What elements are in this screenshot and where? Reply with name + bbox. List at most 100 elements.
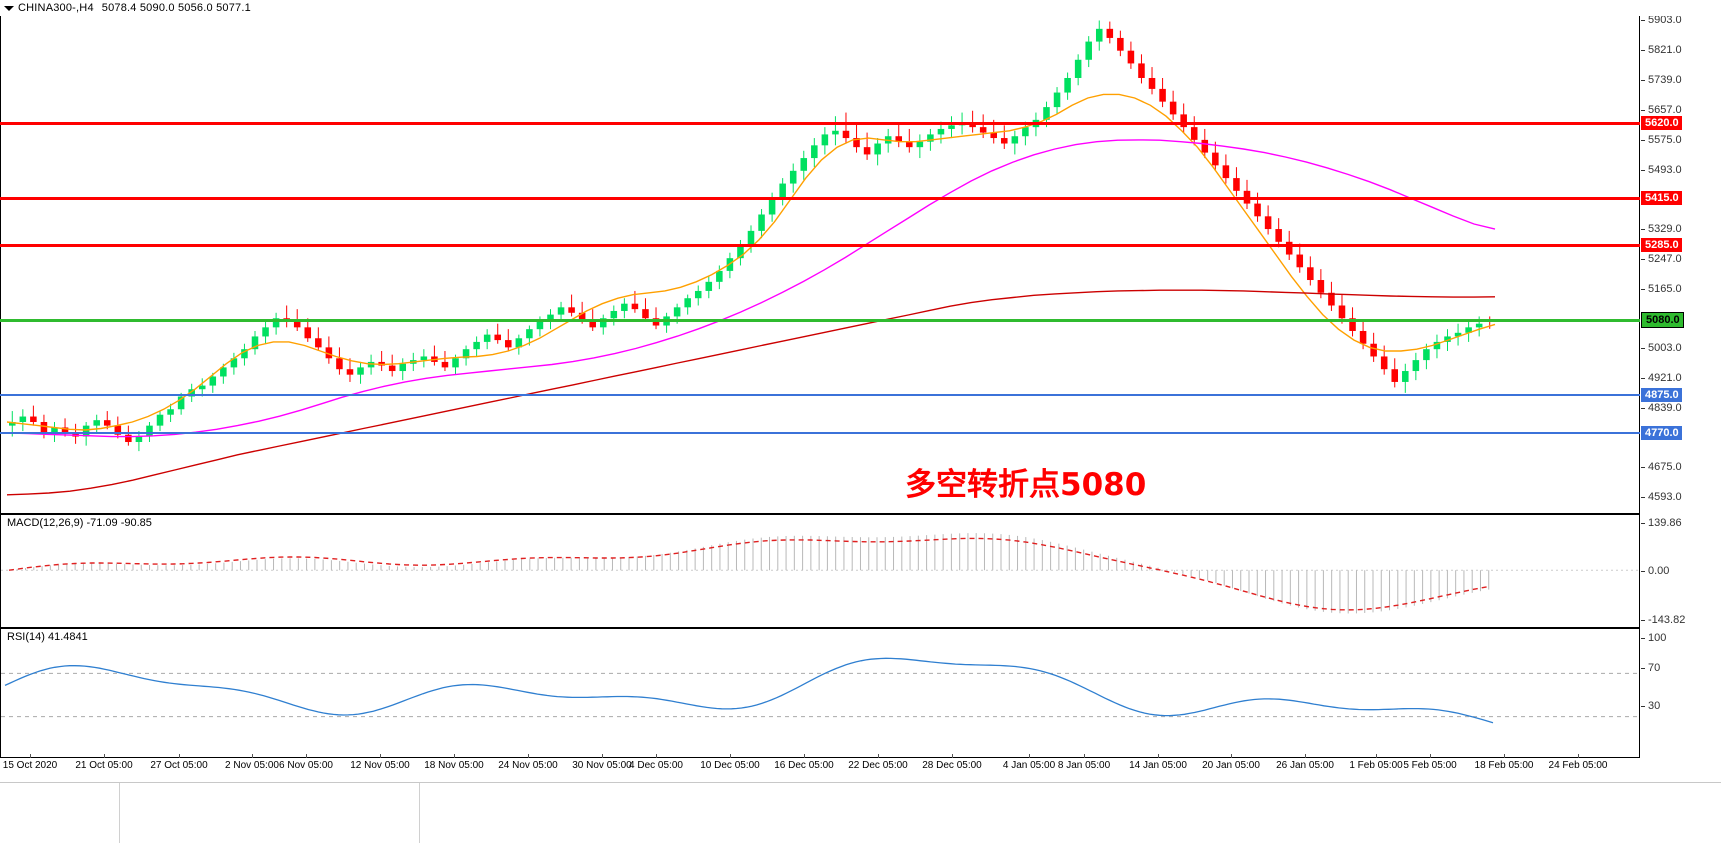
time-axis-label: 22 Dec 05:00	[848, 760, 908, 771]
toolbar-cell-1[interactable]	[0, 783, 120, 843]
price-axis-tick: 4675.0	[1640, 461, 1682, 473]
rsi-axis-tick: 30	[1640, 700, 1660, 712]
time-axis-label: 5 Feb 05:00	[1403, 760, 1457, 771]
time-axis-label: 15 Oct 2020	[2, 760, 58, 771]
time-axis-tick	[380, 754, 381, 758]
price-axis-tick: 5739.0	[1640, 74, 1682, 86]
price-axis-tick: 4839.0	[1640, 402, 1682, 414]
time-axis-label: 24 Feb 05:00	[1548, 760, 1608, 771]
time-axis-label: 28 Dec 05:00	[922, 760, 982, 771]
price-level-badge-green[interactable]: 5080.0	[1641, 312, 1684, 329]
time-axis-tick	[1158, 754, 1159, 758]
price-level-badge-red[interactable]: 5415.0	[1641, 191, 1682, 206]
macd-plot[interactable]	[1, 515, 1639, 627]
price-axis-tick: 5165.0	[1640, 283, 1682, 295]
macd-axis-tick: 0.00	[1640, 565, 1669, 577]
time-axis-tick	[1029, 754, 1030, 758]
price-level-badge-red[interactable]: 5285.0	[1641, 238, 1682, 253]
time-axis-tick	[252, 754, 253, 758]
price-plot[interactable]	[1, 7, 1639, 513]
price-axis-tick: 5003.0	[1640, 342, 1682, 354]
price-axis-tick: 5657.0	[1640, 104, 1682, 116]
time-axis-label: 18 Nov 05:00	[424, 760, 484, 771]
price-axis[interactable]: 5903.0 5821.0 5739.0 5657.0 5575.0 5493.0 5329…	[1640, 0, 1721, 843]
price-pane[interactable]	[0, 6, 1640, 514]
time-axis-label: 26 Jan 05:00	[1276, 760, 1334, 771]
pivot-annotation: 多空转折点5080	[905, 467, 1147, 503]
time-axis-label: 6 Nov 05:00	[279, 760, 333, 771]
rsi-series-svg	[1, 657, 1639, 724]
time-axis-tick	[952, 754, 953, 758]
price-level-badge-red[interactable]: 5620.0	[1641, 116, 1682, 131]
time-axis-tick	[528, 754, 529, 758]
reference-line-resistance[interactable]	[0, 122, 1640, 126]
time-axis-label: 20 Jan 05:00	[1202, 760, 1260, 771]
reference-line-support[interactable]	[0, 393, 1640, 396]
time-axis-tick	[454, 754, 455, 758]
time-axis-tick	[878, 754, 879, 758]
chart-header: CHINA300-,H4 5078.4 5090.0 5056.0 5077.1	[0, 0, 1721, 16]
price-axis-tick: 5329.0	[1640, 223, 1682, 235]
price-axis-tick: 5821.0	[1640, 44, 1682, 56]
rsi-axis-tick: 70	[1640, 662, 1660, 674]
time-axis-label: 2 Nov 05:00	[225, 760, 279, 771]
ohlc-label: 5078.4 5090.0 5056.0 5077.1	[101, 2, 251, 14]
symbol-label: CHINA300-,H4	[18, 2, 94, 14]
time-axis-tick	[104, 754, 105, 758]
time-axis-tick	[656, 754, 657, 758]
price-axis-tick: 5493.0	[1640, 164, 1682, 176]
rsi-plot[interactable]	[1, 629, 1639, 757]
time-axis-tick	[1376, 754, 1377, 758]
time-axis-label: 4 Jan 05:00	[1002, 760, 1056, 771]
reference-line-support[interactable]	[0, 431, 1640, 434]
macd-pane[interactable]: MACD(12,26,9) -71.09 -90.85	[0, 514, 1640, 628]
price-level-badge-blue[interactable]: 4875.0	[1641, 387, 1682, 402]
time-axis-tick	[602, 754, 603, 758]
macd-title: MACD(12,26,9) -71.09 -90.85	[5, 517, 154, 529]
rsi-title: RSI(14) 41.4841	[5, 631, 90, 643]
price-level-badge-blue[interactable]: 4770.0	[1641, 425, 1682, 440]
rsi-axis-tick: 100	[1640, 632, 1666, 644]
time-axis-label: 4 Dec 05:00	[629, 760, 683, 771]
macd-series-svg	[1, 533, 1639, 614]
toolbar-cell-3[interactable]	[420, 783, 1721, 843]
time-axis-tick	[1578, 754, 1579, 758]
time-axis-tick	[1231, 754, 1232, 758]
time-axis-label: 18 Feb 05:00	[1474, 760, 1534, 771]
reference-line-resistance[interactable]	[0, 244, 1640, 248]
macd-axis-tick: 139.86	[1640, 517, 1682, 529]
time-axis-label: 27 Oct 05:00	[150, 760, 208, 771]
time-axis-label: 1 Feb 05:00	[1349, 760, 1403, 771]
time-axis-label: 30 Nov 05:00	[572, 760, 632, 771]
price-axis-tick: 4921.0	[1640, 372, 1682, 384]
bottom-toolbar[interactable]	[0, 782, 1721, 843]
time-axis-tick	[179, 754, 180, 758]
time-axis-tick	[730, 754, 731, 758]
triangle-down-icon[interactable]	[4, 3, 14, 13]
time-axis: 15 Oct 2020 21 Oct 05:00 27 Oct 05:00 2 Nov…	[0, 754, 1640, 780]
reference-line-resistance[interactable]	[0, 197, 1640, 201]
macd-axis-tick: -143.82	[1640, 614, 1685, 626]
price-axis-tick: 5247.0	[1640, 253, 1682, 265]
time-axis-label: 10 Dec 05:00	[700, 760, 760, 771]
time-axis-label: 8 Jan 05:00	[1057, 760, 1111, 771]
price-axis-tick: 4593.0	[1640, 491, 1682, 503]
time-axis-tick	[306, 754, 307, 758]
price-axis-tick: 5575.0	[1640, 134, 1682, 146]
reference-line-pivot[interactable]	[0, 319, 1640, 323]
toolbar-cell-2[interactable]	[120, 783, 420, 843]
price-axis-tick: 5903.0	[1640, 14, 1682, 26]
rsi-pane[interactable]: RSI(14) 41.4841	[0, 628, 1640, 758]
time-axis-label: 24 Nov 05:00	[498, 760, 558, 771]
time-axis-tick	[1305, 754, 1306, 758]
time-axis-tick	[1084, 754, 1085, 758]
time-axis-tick	[1430, 754, 1431, 758]
time-axis-tick	[804, 754, 805, 758]
time-axis-label: 21 Oct 05:00	[75, 760, 133, 771]
time-axis-tick	[30, 754, 31, 758]
time-axis-tick	[1504, 754, 1505, 758]
time-axis-label: 12 Nov 05:00	[350, 760, 410, 771]
price-series-svg	[6, 20, 1496, 496]
time-axis-label: 16 Dec 05:00	[774, 760, 834, 771]
time-axis-label: 14 Jan 05:00	[1129, 760, 1187, 771]
